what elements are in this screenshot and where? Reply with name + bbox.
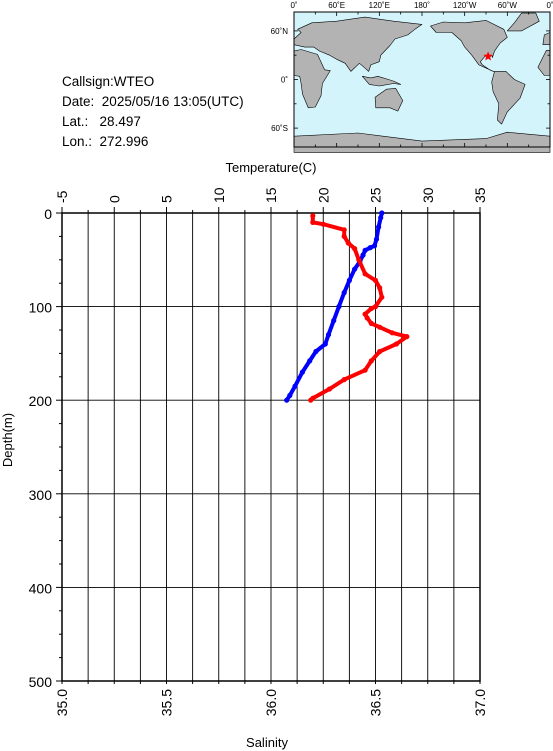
salinity-point <box>369 321 374 326</box>
salinity-point <box>369 306 374 311</box>
salinity-point <box>327 386 332 391</box>
salinity-profile-line <box>311 216 407 400</box>
temperature-tick-label: 30 <box>420 187 436 203</box>
salinity-point <box>363 368 368 373</box>
temperature-point <box>379 210 384 215</box>
salinity-point <box>390 330 395 335</box>
temperature-tick-label: 25 <box>368 187 384 203</box>
temperature-point <box>323 341 328 346</box>
salinity-point <box>356 257 361 262</box>
salinity-tick-label: 35.5 <box>159 689 175 716</box>
salinity-point <box>321 222 326 227</box>
salinity-point <box>377 325 382 330</box>
temperature-point <box>300 370 305 375</box>
salinity-point <box>363 271 368 276</box>
salinity-point <box>342 377 347 382</box>
salinity-point <box>342 234 347 239</box>
salinity-point <box>379 295 384 300</box>
temperature-point <box>313 349 318 354</box>
temperature-point <box>347 278 352 283</box>
temperature-tick-label: 5 <box>159 195 175 203</box>
temperature-point <box>331 318 336 323</box>
temperature-point <box>326 332 331 337</box>
temperature-point <box>307 358 312 363</box>
salinity-tick-label: 35.0 <box>54 689 70 716</box>
salinity-point <box>377 285 382 290</box>
salinity-tick-label: 37.0 <box>472 689 488 716</box>
salinity-point <box>352 246 357 251</box>
minor-ticks <box>56 207 480 684</box>
salinity-point <box>373 278 378 283</box>
depth-tick-label: 200 <box>29 393 53 409</box>
temperature-tick-label: 15 <box>263 187 279 203</box>
temperature-axis-title: Temperature(C) <box>225 160 316 175</box>
salinity-point <box>310 213 315 218</box>
depth-tick-label: 400 <box>29 580 53 596</box>
salinity-point <box>365 315 370 320</box>
salinity-axis-title: Salinity <box>246 735 288 750</box>
temperature-point <box>363 248 368 253</box>
temperature-point <box>336 304 341 309</box>
depth-tick-label: 0 <box>44 206 52 222</box>
salinity-point <box>342 227 347 232</box>
temperature-point <box>284 398 289 403</box>
grid <box>62 213 480 681</box>
temperature-tick-label: 0 <box>106 195 122 203</box>
salinity-point <box>346 240 351 245</box>
temperature-point <box>292 384 297 389</box>
temperature-point <box>342 290 347 295</box>
salinity-point <box>404 334 409 339</box>
temperature-point <box>360 253 365 258</box>
temperature-point <box>368 245 373 250</box>
salinity-point <box>308 398 313 403</box>
salinity-point <box>394 341 399 346</box>
salinity-point <box>310 220 315 225</box>
depth-tick-label: 300 <box>29 487 53 503</box>
temperature-point <box>378 215 383 220</box>
temperature-tick-label: -5 <box>54 190 70 203</box>
temperature-tick-label: 35 <box>472 187 488 203</box>
salinity-tick-label: 36.5 <box>368 689 384 716</box>
salinity-point <box>369 358 374 363</box>
temperature-point <box>374 237 379 242</box>
depth-tick-label: 100 <box>29 300 53 316</box>
temperature-point <box>352 267 357 272</box>
temperature-point <box>287 393 292 398</box>
salinity-point <box>377 349 382 354</box>
temperature-tick-label: 20 <box>315 187 331 203</box>
temperature-point <box>376 224 381 229</box>
salinity-tick-label: 36.0 <box>263 689 279 716</box>
depth-axis-title: Depth(m) <box>0 413 15 467</box>
depth-tick-label: 500 <box>29 674 53 690</box>
temperature-tick-label: 10 <box>211 187 227 203</box>
